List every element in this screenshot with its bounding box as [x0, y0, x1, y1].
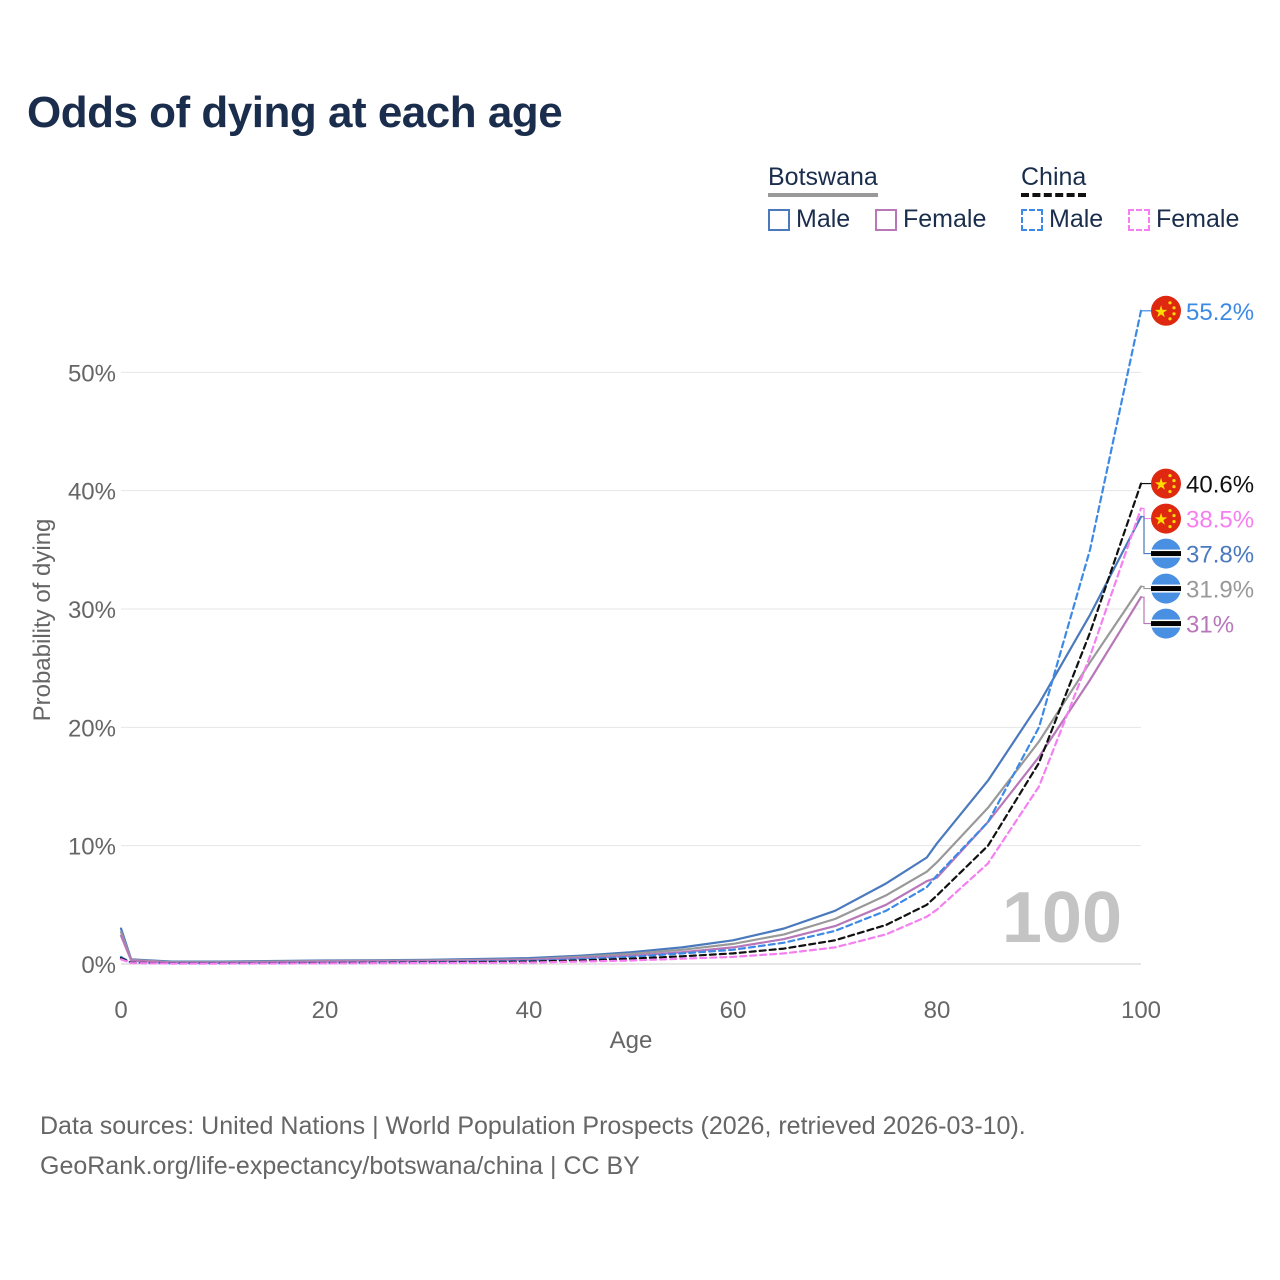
legend-swatch-china-female — [1128, 208, 1150, 231]
end-label-china-female: 38.5% — [1186, 507, 1254, 534]
legend-group-china-line — [1021, 193, 1087, 197]
legend-swatch-china-male — [1021, 208, 1043, 231]
botswana-flag-black-band — [1151, 586, 1181, 592]
y-tick-label: 40% — [68, 479, 116, 506]
end-label-china-male: 55.2% — [1186, 299, 1254, 326]
china-flag-small-star — [1168, 489, 1172, 494]
china-flag-small-star — [1168, 508, 1172, 513]
end-label-china-both-sexes: 40.6% — [1186, 472, 1254, 499]
china-flag-star: ★ — [1154, 512, 1168, 529]
legend-swatch-botswana-male — [768, 208, 790, 231]
legend-group-botswana-label: Botswana — [768, 163, 878, 191]
china-flag-small-star — [1168, 301, 1172, 305]
botswana-flag-black-band — [1151, 551, 1181, 557]
legend-group-botswana-line — [768, 193, 878, 197]
legend-item-botswana-female[interactable]: Female — [875, 205, 986, 234]
china-flag-star: ★ — [1154, 304, 1168, 321]
age-watermark: 100 — [1002, 878, 1122, 958]
y-tick-label: 30% — [68, 597, 116, 624]
legend-label-botswana-male: Male — [796, 205, 851, 233]
legend-swatch-botswana-female — [875, 208, 897, 231]
china-flag-star: ★ — [1154, 477, 1168, 494]
end-label-connector — [1141, 516, 1155, 555]
china-flag-small-star — [1172, 478, 1176, 483]
end-label-botswana-female: 31% — [1186, 612, 1234, 639]
legend-label-botswana-female: Female — [903, 205, 987, 233]
china-flag-disc — [1151, 468, 1181, 499]
legend-label-china-male: Male — [1049, 205, 1104, 233]
series-line-china-both-sexes — [119, 482, 1143, 965]
series-line-botswana-male — [119, 515, 1143, 963]
china-flag-small-star — [1172, 513, 1176, 518]
x-tick-label: 60 — [720, 997, 747, 1024]
china-flag-small-star — [1172, 312, 1176, 316]
china-flag-icon: ★ — [1151, 295, 1181, 326]
y-tick-label: 0% — [81, 952, 116, 979]
china-flag-small-star — [1168, 317, 1172, 321]
legend-group-china-label: China — [1021, 163, 1087, 191]
botswana-flag-icon — [1151, 608, 1181, 639]
source-line-1: Data sources: United Nations | World Pop… — [40, 1112, 1026, 1140]
china-flag-disc — [1151, 295, 1181, 326]
china-flag-icon: ★ — [1151, 468, 1181, 499]
end-label-connector — [1141, 585, 1155, 590]
series-line-china-male — [119, 309, 1143, 965]
y-tick-label: 50% — [68, 360, 116, 387]
x-axis-title: Age — [610, 1027, 653, 1054]
y-axis-title: Probability of dying — [29, 519, 56, 722]
chart-plot: 0% 10% 20% 30% 40% 50% 0 20 40 60 80 100 100 ★ 55.2%… — [29, 295, 1254, 1054]
end-label-connector — [1141, 507, 1155, 520]
botswana-flag-black-band — [1151, 621, 1181, 627]
x-tick-label: 20 — [312, 997, 339, 1024]
china-flag-small-star — [1168, 524, 1172, 529]
x-tick-label: 100 — [1121, 997, 1161, 1024]
legend-item-botswana-male[interactable]: Male — [768, 205, 850, 234]
x-tick-label: 40 — [516, 997, 543, 1024]
source-note: Data sources: United Nations | World Pop… — [40, 1106, 1026, 1186]
source-line-2[interactable]: GeoRank.org/life-expectancy/botswana/chi… — [40, 1152, 640, 1180]
end-label-botswana-male: 37.8% — [1186, 542, 1254, 569]
end-label-connector — [1141, 596, 1155, 625]
china-flag-small-star — [1168, 473, 1172, 478]
china-flag-small-star — [1172, 519, 1176, 524]
series-line-botswana-both-sexes — [119, 585, 1143, 964]
y-tick-label: 10% — [68, 834, 116, 861]
china-flag-small-star — [1172, 484, 1176, 489]
botswana-flag-icon — [1151, 573, 1181, 604]
legend-item-china-male[interactable]: Male — [1021, 205, 1103, 234]
legend-group-china: China — [1021, 163, 1087, 197]
china-flag-small-star — [1172, 306, 1176, 310]
china-flag-icon: ★ — [1151, 503, 1181, 534]
chart-title: Odds of dying at each age — [27, 88, 563, 137]
legend-label-china-female: Female — [1156, 205, 1240, 233]
x-tick-label: 80 — [924, 997, 951, 1024]
china-flag-disc — [1151, 503, 1181, 534]
x-tick-label: 0 — [114, 997, 127, 1024]
legend-item-china-female[interactable]: Female — [1128, 205, 1239, 234]
end-label-botswana-both-sexes: 31.9% — [1186, 577, 1254, 604]
botswana-flag-icon — [1151, 538, 1181, 569]
legend-group-botswana: Botswana — [768, 163, 878, 197]
series-line-china-female — [119, 507, 1143, 965]
y-tick-label: 20% — [68, 715, 116, 742]
